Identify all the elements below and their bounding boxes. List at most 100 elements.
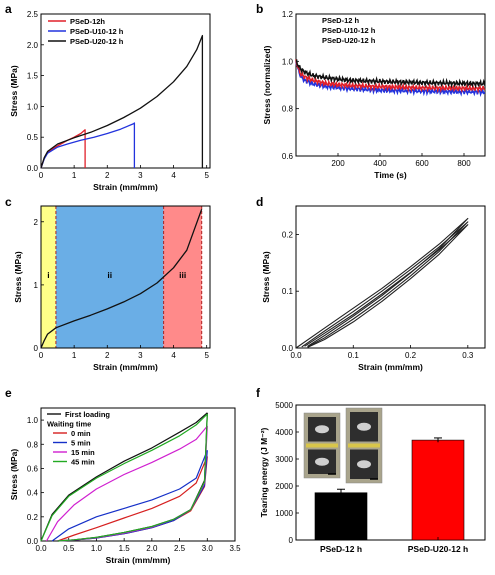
y-axis-title: Stress (MPa) <box>9 449 19 501</box>
y-tick-label: 0.0 <box>27 537 39 546</box>
panel-f-tearing-energy-chart: 0 1000 2000 3000 4000 5000 Tearing energy (J M… <box>259 401 486 554</box>
y-tick-label: 0.0 <box>282 344 294 353</box>
x-tick-label: 1.5 <box>119 544 131 553</box>
y-axis-title: Stress (MPa) <box>261 251 271 303</box>
x-axis-title: Time (s) <box>374 170 407 180</box>
x-tick-label: 0.3 <box>462 351 474 360</box>
y-tick-label: 2000 <box>275 482 293 491</box>
panel-e-recovery-cycles-chart: 0.0 0.5 1.0 1.5 2.0 2.5 3.0 3.5 0.0 0.2 0.4 0.6 0.8 1… <box>9 407 241 565</box>
y-tick-label: 2 <box>34 218 39 227</box>
plot-frame <box>40 407 236 542</box>
x-category-label: PSeD-U20-12 h <box>408 544 468 554</box>
y-tick-label: 0 <box>289 536 294 545</box>
x-tick-label: 2.5 <box>174 544 186 553</box>
x-tick-label: 600 <box>415 159 429 168</box>
x-tick-label: 400 <box>373 159 387 168</box>
panel-d-cyclic-loading-chart: 0.0 0.1 0.2 0.3 0.0 0.1 0.2 Strain (mm/mm) Stres… <box>261 205 486 372</box>
y-tick-label: 0.5 <box>27 133 39 142</box>
plot-frame <box>295 404 486 541</box>
y-tick-label: 1.5 <box>27 72 39 81</box>
plot-frame <box>40 13 211 169</box>
legend-label: 45 min <box>71 458 95 467</box>
panel-label-d: d <box>256 195 263 209</box>
x-tick-label: 1.0 <box>91 544 103 553</box>
y-tick-label: 1.0 <box>27 102 39 111</box>
x-tick-label: 0.1 <box>348 351 360 360</box>
series-line <box>40 129 86 169</box>
grip-highlight <box>357 422 371 431</box>
grip-highlight <box>315 425 329 434</box>
specimen-strip <box>306 443 338 448</box>
series-line <box>40 122 136 169</box>
grip-highlight <box>357 460 371 469</box>
y-tick-label: 0.2 <box>282 230 294 239</box>
region-label: iii <box>179 270 186 280</box>
grip-highlight <box>315 457 329 466</box>
plot-frame <box>40 205 211 349</box>
legend-label: PSeD-U10-12 h <box>322 26 376 35</box>
loading-curve <box>40 412 208 542</box>
y-tick-label: 3000 <box>275 455 293 464</box>
x-axis-title: Strain (mm/mm) <box>93 182 158 192</box>
hysteresis-loop <box>301 221 469 348</box>
y-tick-label: 2.5 <box>27 10 39 19</box>
y-tick-label: 1.0 <box>282 57 294 66</box>
panel-label-e: e <box>5 386 12 400</box>
y-tick-label: 0.8 <box>282 105 294 114</box>
unloading-curve <box>57 413 208 542</box>
loading-curve <box>57 456 208 542</box>
x-tick-label: 1 <box>72 351 77 360</box>
x-tick-label: 0 <box>39 171 44 180</box>
y-tick-label: 0.6 <box>27 464 39 473</box>
x-tick-label: 3 <box>138 351 143 360</box>
y-tick-label: 1.0 <box>27 416 39 425</box>
y-tick-label: 0.6 <box>282 152 294 161</box>
series-line <box>295 61 486 98</box>
y-tick-label: 2.0 <box>27 41 39 50</box>
x-tick-label: 800 <box>457 159 471 168</box>
y-tick-label: 0.0 <box>27 164 39 173</box>
y-tick-label: 0.2 <box>27 513 39 522</box>
unloading-curve <box>57 456 208 542</box>
x-tick-label: 3 <box>138 171 143 180</box>
y-tick-label: 1000 <box>275 509 293 518</box>
panel-a-stress-strain-chart: 0 1 2 3 4 5 0.0 0.5 1.0 1.5 2.0 2.5 Strain (mm/mm) St… <box>9 10 211 192</box>
loading-curve <box>40 413 208 542</box>
series-line <box>40 208 203 349</box>
y-axis-title: Stress (normalized) <box>262 45 272 124</box>
y-tick-label: 0.1 <box>282 287 294 296</box>
panel-b-stress-relaxation-chart: 200 400 600 800 0.6 0.8 1.0 1.2 Time (s) Stress (… <box>262 10 486 180</box>
x-tick-label: 5 <box>204 351 209 360</box>
y-tick-label: 1 <box>34 281 39 290</box>
y-axis-title: Tearing energy (J M⁻²) <box>259 427 269 517</box>
x-axis-title: Strain (mm/mm) <box>93 362 158 372</box>
x-axis-title: Strain (mm/mm) <box>358 362 423 372</box>
x-category-label: PSeD-12 h <box>320 544 362 554</box>
legend-label: PSeD-U20-12 h <box>70 37 124 46</box>
legend-label: 0 min <box>71 429 91 438</box>
loading-curve <box>51 450 208 542</box>
legend-label: PSeD-12 h <box>322 16 360 25</box>
x-tick-label: 0.0 <box>290 351 302 360</box>
x-tick-label: 2 <box>105 171 110 180</box>
x-tick-label: 0 <box>39 351 44 360</box>
legend-label: PSeD-U10-12 h <box>70 27 124 36</box>
region-label: ii <box>107 270 112 280</box>
hysteresis-loop <box>304 224 469 348</box>
y-tick-label: 0 <box>34 344 39 353</box>
x-tick-label: 2 <box>105 351 110 360</box>
y-tick-label: 5000 <box>275 401 293 410</box>
y-tick-label: 1.2 <box>282 10 294 19</box>
series-line <box>40 34 204 169</box>
x-tick-label: 2.0 <box>146 544 158 553</box>
panel-label-f: f <box>256 386 261 400</box>
y-tick-label: 0.8 <box>27 440 39 449</box>
x-tick-label: 4 <box>171 171 176 180</box>
region-label: i <box>47 270 49 280</box>
x-axis-title: Strain (mm/mm) <box>106 555 171 565</box>
region-band <box>163 206 202 348</box>
panel-label-a: a <box>5 2 12 16</box>
y-axis-title: Stress (MPa) <box>9 65 19 117</box>
